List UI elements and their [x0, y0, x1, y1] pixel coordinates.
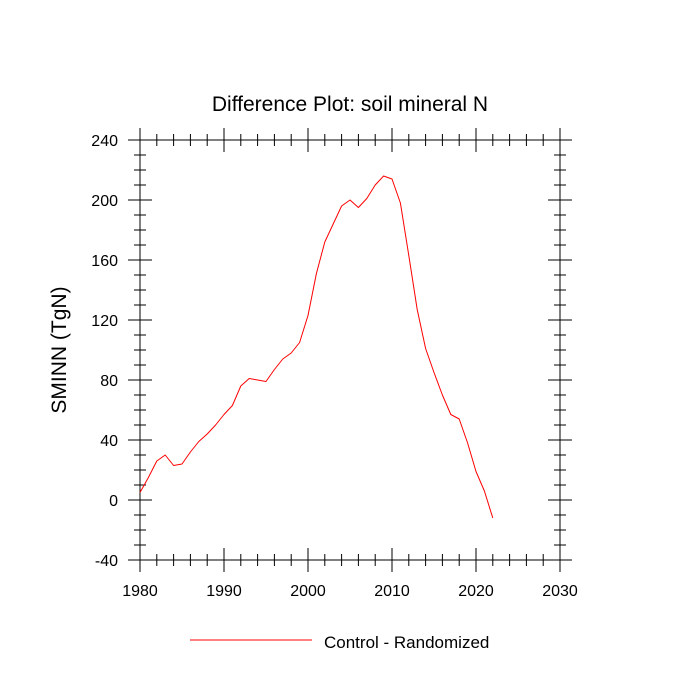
y-tick-label: 0 — [109, 493, 118, 510]
y-tick-label: 160 — [91, 253, 118, 270]
x-tick-label: 2010 — [374, 583, 410, 600]
y-axis-label: SMINN (TgN) — [48, 286, 71, 413]
legend: Control - Randomized — [190, 633, 489, 652]
y-tick-label: 40 — [100, 433, 118, 450]
axis-ticks — [128, 128, 572, 572]
plot-frame — [139, 139, 561, 561]
x-tick-label: 2020 — [458, 583, 494, 600]
x-tick-label: 2030 — [542, 583, 578, 600]
x-tick-label: 2000 — [290, 583, 326, 600]
x-tick-label: 1990 — [206, 583, 242, 600]
y-tick-label: 200 — [91, 193, 118, 210]
chart-title: Difference Plot: soil mineral N — [212, 93, 488, 116]
y-tick-label: 80 — [100, 373, 118, 390]
y-tick-label: 240 — [91, 133, 118, 150]
x-tick-label: 1980 — [122, 583, 158, 600]
series-layer — [139, 175, 494, 519]
y-tick-label: 120 — [91, 313, 118, 330]
tick-labels: 1980 1990 2000 2010 2020 2030 -40 0 40 80 120 160 20… — [91, 133, 578, 600]
legend-label: Control - Randomized — [324, 633, 489, 652]
y-tick-label: -40 — [95, 553, 118, 570]
series-line-0 — [139, 175, 494, 519]
